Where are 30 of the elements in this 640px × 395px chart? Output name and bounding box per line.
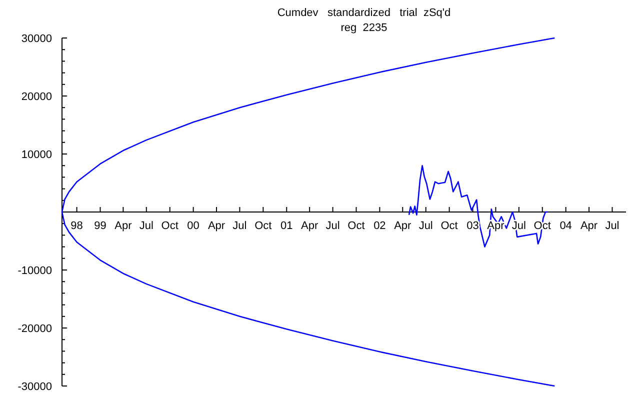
x-tick-label: Jul bbox=[418, 220, 433, 232]
x-tick-label: Jul bbox=[232, 220, 247, 232]
x-tick-label: 98 bbox=[70, 220, 83, 232]
y-tick-label: 20000 bbox=[21, 91, 52, 103]
x-tick-label: 02 bbox=[374, 220, 386, 232]
x-tick-label: 04 bbox=[560, 220, 572, 232]
x-tick-label: 00 bbox=[187, 220, 200, 232]
y-tick-label: 10000 bbox=[21, 149, 52, 161]
x-tick-label: Apr bbox=[208, 220, 226, 232]
x-tick-label: Oct bbox=[161, 220, 178, 232]
x-tick-label: Oct bbox=[254, 220, 272, 232]
line-series bbox=[61, 37, 556, 387]
x-tick-label: 01 bbox=[280, 220, 293, 232]
y-tick-label: -20000 bbox=[18, 323, 52, 335]
x-tick-label: Oct bbox=[440, 220, 458, 232]
x-tick-label: Jul bbox=[326, 220, 340, 232]
x-tick-label: Jul bbox=[605, 220, 620, 232]
chart-subtitle: reg 2235 bbox=[340, 22, 388, 34]
y-tick-label: -30000 bbox=[18, 381, 52, 393]
x-tick-label: 03 bbox=[466, 220, 479, 232]
x-tick-label: 99 bbox=[94, 220, 106, 232]
y-tick-label: -10000 bbox=[18, 265, 52, 277]
y-tick-label: 30000 bbox=[21, 33, 52, 45]
x-tick-label: Jul bbox=[139, 220, 154, 232]
chart-title: Cumdev standardized trial zSq'd bbox=[277, 7, 451, 19]
x-tick-label: Apr bbox=[580, 220, 598, 232]
x-tick-label: Oct bbox=[348, 220, 365, 232]
x-tick-label: Apr bbox=[394, 220, 412, 232]
x-tick-label: Apr bbox=[301, 220, 318, 232]
x-tick-label: Apr bbox=[114, 220, 132, 232]
